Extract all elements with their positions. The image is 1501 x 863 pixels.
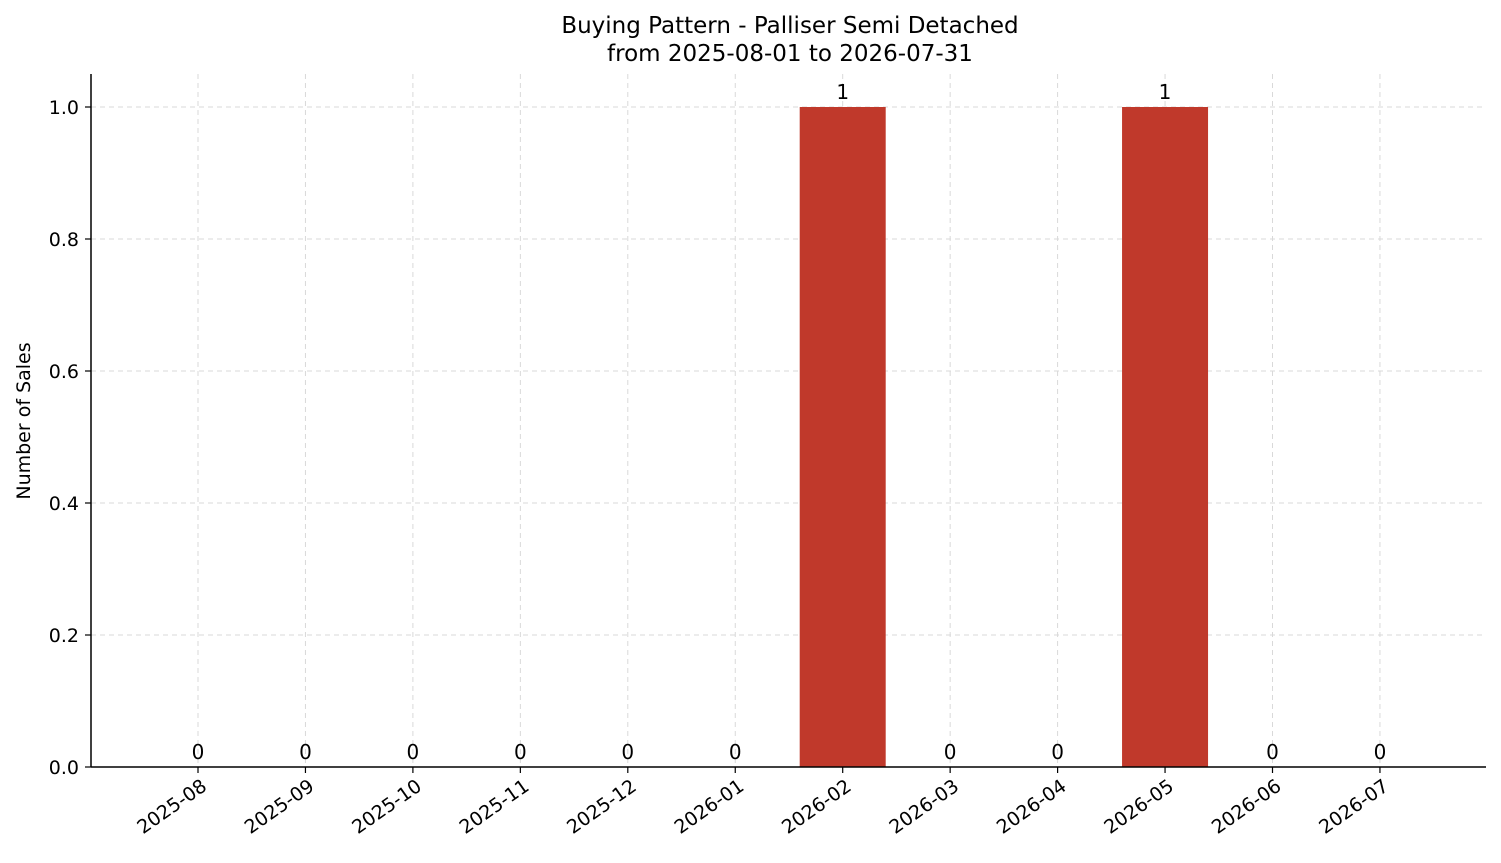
x-tick-label: 2026-04 bbox=[993, 775, 1071, 839]
y-tick-label: 0.0 bbox=[49, 757, 79, 779]
bar-value-label: 0 bbox=[1266, 740, 1279, 764]
x-tick-label: 2025-10 bbox=[348, 775, 426, 839]
bar-2026-02 bbox=[799, 107, 886, 767]
bar-2026-05 bbox=[1122, 107, 1209, 767]
y-tick-label: 0.2 bbox=[49, 625, 79, 647]
y-tick-label: 1.0 bbox=[49, 97, 79, 119]
x-tick-label: 2025-11 bbox=[456, 775, 534, 839]
y-tick-label: 0.6 bbox=[49, 361, 79, 383]
bar-value-label: 0 bbox=[407, 740, 420, 764]
y-tick-label: 0.8 bbox=[49, 229, 79, 251]
bar-value-label: 0 bbox=[1051, 740, 1064, 764]
x-tick-label: 2025-09 bbox=[241, 775, 319, 839]
bar-value-label: 1 bbox=[1159, 80, 1172, 104]
bar-value-label: 1 bbox=[836, 80, 849, 104]
x-tick-label: 2026-07 bbox=[1315, 775, 1393, 839]
y-axis-title: Number of Sales bbox=[13, 342, 35, 499]
x-tick-label: 2026-06 bbox=[1208, 775, 1286, 839]
bars bbox=[799, 107, 1209, 767]
x-tick-label: 2026-01 bbox=[670, 775, 748, 839]
bar-value-label: 0 bbox=[729, 740, 742, 764]
bar-value-label: 0 bbox=[192, 740, 205, 764]
x-tick-label: 2026-03 bbox=[885, 775, 963, 839]
x-tick-label: 2025-08 bbox=[133, 775, 211, 839]
bar-value-label: 0 bbox=[299, 740, 312, 764]
x-tick-label: 2026-02 bbox=[778, 775, 856, 839]
axes: 0.0 0.2 0.4 0.6 0.8 1.0 2025-08 2025-09 2025-10 2… bbox=[49, 74, 1486, 839]
bar-value-label: 0 bbox=[621, 740, 634, 764]
grid-lines bbox=[91, 74, 1486, 767]
bar-value-label: 0 bbox=[514, 740, 527, 764]
x-tick-label: 2026-05 bbox=[1100, 775, 1178, 839]
bar-value-label: 0 bbox=[944, 740, 957, 764]
y-tick-label: 0.4 bbox=[49, 493, 79, 515]
x-tick-label: 2025-12 bbox=[563, 775, 641, 839]
chart-title: Buying Pattern - Palliser Semi Detached bbox=[561, 13, 1018, 39]
bar-value-label: 0 bbox=[1374, 740, 1387, 764]
bar-labels: 0 0 0 0 0 0 1 0 0 1 0 0 bbox=[192, 80, 1387, 764]
chart-subtitle: from 2025-08-01 to 2026-07-31 bbox=[607, 41, 973, 67]
